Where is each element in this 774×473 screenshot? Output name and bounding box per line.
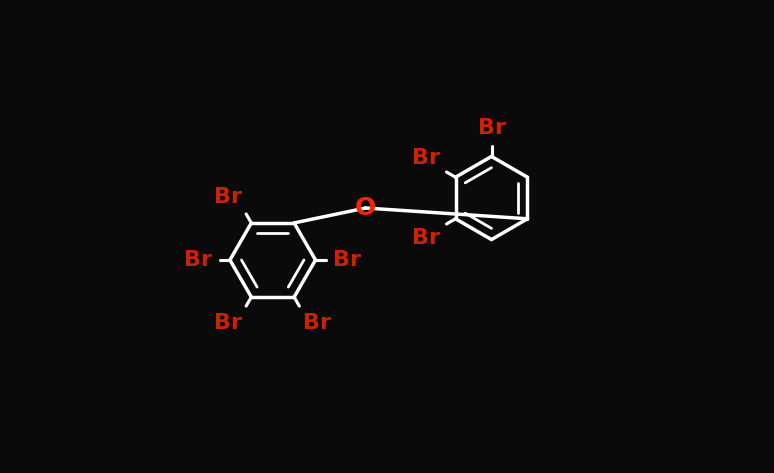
- Text: Br: Br: [412, 228, 440, 248]
- Text: Br: Br: [478, 118, 505, 139]
- Text: Br: Br: [412, 148, 440, 168]
- Text: O: O: [355, 196, 376, 220]
- Text: Br: Br: [334, 250, 361, 270]
- Text: Br: Br: [303, 313, 331, 333]
- Text: Br: Br: [214, 313, 242, 333]
- Text: Br: Br: [214, 187, 242, 207]
- Text: Br: Br: [184, 250, 212, 270]
